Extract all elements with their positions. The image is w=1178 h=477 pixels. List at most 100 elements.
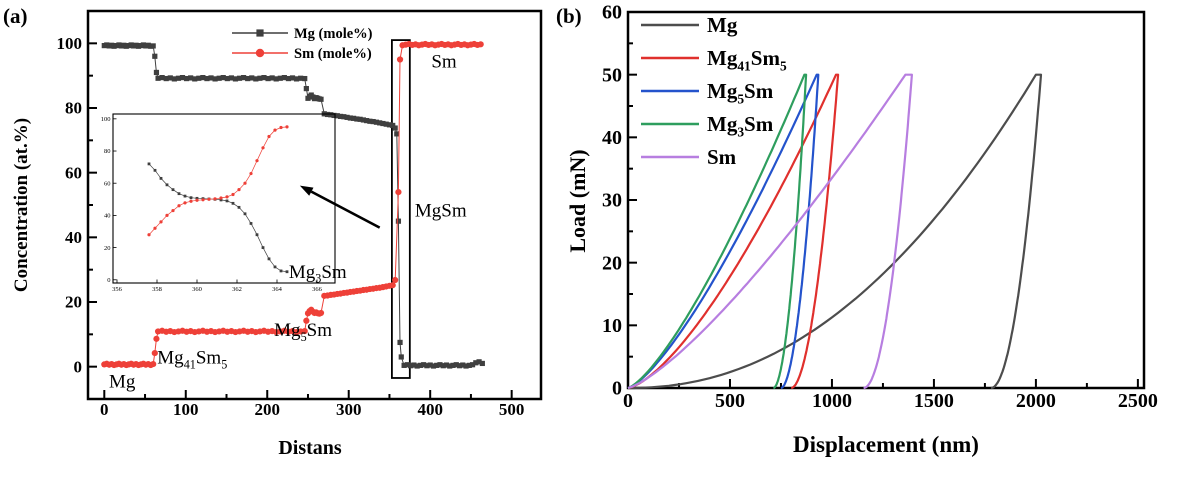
square-marker	[273, 76, 279, 82]
series-line	[148, 126, 288, 235]
square-marker	[241, 75, 247, 81]
square-marker	[183, 75, 190, 82]
square-marker	[269, 75, 275, 81]
square-marker	[450, 362, 456, 368]
square-marker	[440, 363, 446, 369]
square-marker	[249, 222, 253, 225]
square-marker	[463, 363, 469, 369]
series-mg-mole-	[147, 162, 289, 274]
square-marker	[380, 120, 386, 127]
square-marker	[404, 362, 410, 368]
x-tick-label: 500	[499, 400, 525, 419]
square-marker	[177, 192, 181, 196]
square-marker	[334, 113, 340, 119]
square-marker	[171, 188, 175, 192]
circle-marker	[153, 335, 160, 342]
square-marker	[476, 359, 482, 365]
load-displacement-curve	[627, 73, 913, 390]
square-marker	[153, 69, 160, 76]
circle-marker	[301, 328, 308, 335]
loop-mg	[628, 73, 1043, 390]
x-tick-label: 100	[173, 400, 199, 419]
square-marker	[208, 75, 214, 81]
circle-marker	[396, 56, 404, 63]
phase-label: Mg5Sm	[274, 320, 332, 344]
loop-mg-41-sm-5-	[627, 73, 840, 390]
panel-b-label: (b)	[556, 4, 582, 28]
circle-marker	[392, 276, 399, 284]
square-marker	[281, 75, 287, 81]
loop-mg-3-sm	[627, 73, 808, 390]
square-marker	[212, 76, 218, 82]
square-marker	[183, 194, 187, 198]
panel-b-x-axis-title: Displacement (nm)	[793, 432, 979, 457]
legend-label: Mg41Sm5	[707, 46, 787, 73]
y-tick-label: 40	[65, 228, 82, 247]
panel-a-label: (a)	[3, 4, 28, 28]
square-marker	[392, 125, 398, 131]
load-displacement-curve	[628, 73, 1043, 390]
circle-marker	[279, 125, 283, 130]
load-displacement-curve	[627, 73, 840, 390]
square-marker	[195, 196, 199, 200]
x-tick-label: 2500	[1118, 390, 1158, 412]
y-tick-label: 100	[57, 34, 83, 53]
y-tick-label: 0	[612, 378, 622, 400]
load-displacement-curve	[627, 73, 808, 390]
series-sm-mole-	[101, 40, 484, 369]
square-marker	[189, 196, 193, 200]
inset-y-tick-label: 60	[104, 180, 111, 187]
square-marker	[351, 115, 357, 121]
y-tick-label: 10	[602, 315, 622, 337]
circle-marker	[285, 125, 289, 129]
square-marker	[398, 354, 404, 360]
phase-label: MgSm	[415, 200, 467, 221]
circle-marker	[477, 41, 484, 48]
square-marker	[318, 96, 324, 102]
circle-marker	[303, 317, 310, 324]
square-marker	[377, 120, 383, 126]
panel-b-y-axis-title: Load (mN)	[565, 149, 590, 253]
circle-marker	[249, 171, 253, 176]
square-marker	[220, 75, 226, 81]
arrow-head	[299, 185, 314, 196]
load-displacement-curve	[627, 73, 820, 390]
square-marker	[253, 76, 259, 82]
square-marker	[357, 116, 363, 122]
square-marker	[473, 360, 479, 366]
square-marker	[232, 76, 239, 82]
inset-y-tick-label: 100	[101, 116, 111, 123]
x-tick-label: 0	[623, 390, 633, 412]
square-marker	[408, 363, 414, 369]
inset-plot: 356 358 360 362 364 366 0 20 40 60 80 100	[101, 113, 336, 293]
y-tick-label: 20	[602, 252, 622, 274]
square-marker	[397, 339, 403, 346]
loop-mg-5-sm	[627, 73, 820, 390]
series-sm-mole-	[147, 125, 289, 237]
circle-marker	[207, 197, 211, 201]
inset-pointer-arrow	[299, 185, 381, 229]
circle-marker	[225, 195, 229, 199]
inset-x-tick-label: 358	[152, 286, 162, 293]
zoom-region-box	[391, 39, 411, 379]
square-marker	[367, 118, 373, 124]
square-marker	[231, 201, 235, 205]
phase-label: Sm	[431, 52, 457, 73]
square-marker	[225, 199, 229, 203]
square-marker	[354, 116, 360, 122]
square-marker	[293, 76, 300, 82]
x-tick-label: 1500	[914, 390, 954, 412]
square-marker	[243, 212, 247, 216]
panel-b-legend: Mg Mg41Sm5 Mg5Sm Mg3Sm Sm	[641, 13, 787, 169]
square-marker	[219, 198, 223, 202]
circle-marker	[243, 181, 247, 185]
square-marker	[437, 362, 443, 368]
square-marker	[159, 176, 163, 180]
inset-y-tick-label: 80	[104, 148, 111, 155]
square-marker	[303, 86, 309, 92]
circle-marker	[255, 159, 259, 163]
panel-a-x-axis-title: Distans	[278, 437, 342, 459]
plot-frame	[626, 10, 1146, 390]
series-line	[148, 163, 288, 273]
x-tick-label: 400	[417, 400, 443, 419]
